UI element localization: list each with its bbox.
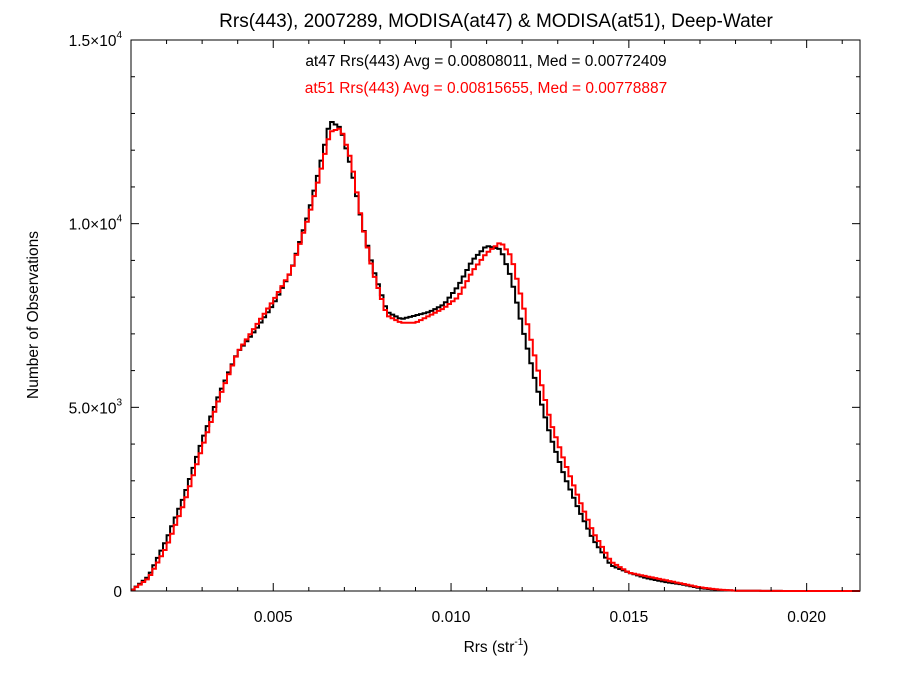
y-tick-label: 0 [113, 584, 122, 601]
y-tick-label-exp: 4 [116, 214, 122, 225]
x-axis-label-sup: -1 [514, 637, 523, 648]
x-tick-label: 0.015 [609, 609, 648, 626]
series-line-at51 [131, 127, 860, 592]
y-tick-label: 1.0×104 [69, 214, 123, 234]
x-axis-label-base: Rrs (str [464, 639, 515, 656]
plot-area: 0.005 0.010 0.015 0.02005.0×1031.0×1041.5×1… [69, 30, 861, 626]
y-tick-label-base: 1.0×10 [69, 217, 117, 234]
series-line-at47 [131, 121, 860, 592]
y-tick-label: 5.0×103 [69, 397, 123, 417]
series-stats-at51: at51 Rrs(443) Avg = 0.00815655, Med = 0.… [305, 80, 668, 97]
x-tick-label: 0.010 [432, 609, 471, 626]
tick-layer: 0.005 0.010 0.015 0.02005.0×1031.0×1041.5×1… [69, 30, 860, 626]
y-tick-label-base: 1.5×10 [69, 33, 117, 50]
y-tick-label-exp: 3 [116, 397, 122, 408]
series-layer [131, 121, 860, 592]
x-axis-label: Rrs (str-1) [464, 637, 529, 656]
plot-frame [130, 39, 861, 592]
y-tick-label-base: 5.0×10 [69, 400, 117, 417]
x-tick-label: 0.020 [787, 609, 826, 626]
y-axis-label: Number of Observations [25, 231, 42, 399]
series-stats-at47: at47 Rrs(443) Avg = 0.00808011, Med = 0.… [305, 53, 666, 70]
y-tick-label-base: 0 [113, 584, 122, 601]
x-axis-label-tail: ) [523, 639, 528, 656]
y-tick-label: 1.5×104 [69, 30, 123, 50]
y-tick-label-exp: 4 [116, 30, 122, 41]
chart-title: Rrs(443), 2007289, MODISA(at47) & MODISA… [219, 11, 773, 32]
x-tick-label: 0.005 [254, 609, 293, 626]
